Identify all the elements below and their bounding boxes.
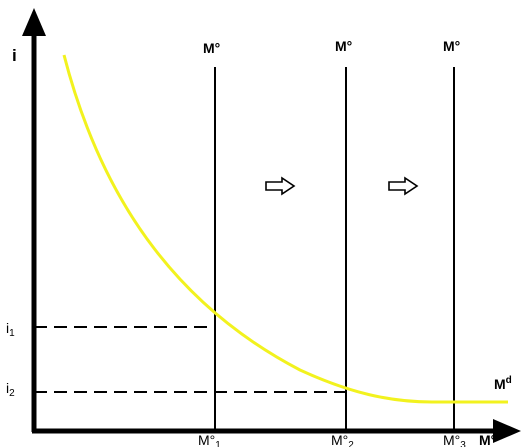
supply-2-base: M° (331, 432, 348, 447)
supply-3-base: M° (443, 432, 460, 447)
demand-curve (62, 54, 508, 404)
supply-top-label-2: M° (335, 38, 352, 54)
supply-bottom-label-1: M°1 (198, 432, 221, 447)
hollow-right-arrow-icon (388, 176, 419, 196)
demand-label-base: M (494, 376, 506, 392)
supply-3-sub: 3 (460, 440, 466, 447)
i2-sub: 2 (9, 388, 15, 399)
x-axis-label: M° (479, 432, 496, 447)
interest-rate-label-2: i2 (6, 380, 15, 399)
supply-2-sub: 2 (348, 440, 354, 447)
hollow-right-arrow-icon (265, 176, 296, 196)
x-axis-arrowhead (493, 419, 521, 443)
y-axis-label: i (12, 46, 17, 65)
supply-1-sub: 1 (215, 440, 221, 447)
demand-label-sup: d (506, 375, 512, 386)
i1-base: i (6, 320, 9, 336)
y-axis-arrowhead (22, 8, 46, 36)
interest-rate-label-1: i1 (6, 320, 15, 339)
i2-base: i (6, 380, 9, 396)
demand-curve-label: Md (494, 375, 512, 392)
supply-bottom-label-3: M°3 (443, 432, 466, 447)
supply-top-label-3: M° (443, 38, 460, 54)
supply-1-base: M° (198, 432, 215, 447)
supply-top-label-1: M° (203, 40, 220, 56)
i1-sub: 1 (9, 328, 15, 339)
supply-bottom-label-2: M°2 (331, 432, 354, 447)
